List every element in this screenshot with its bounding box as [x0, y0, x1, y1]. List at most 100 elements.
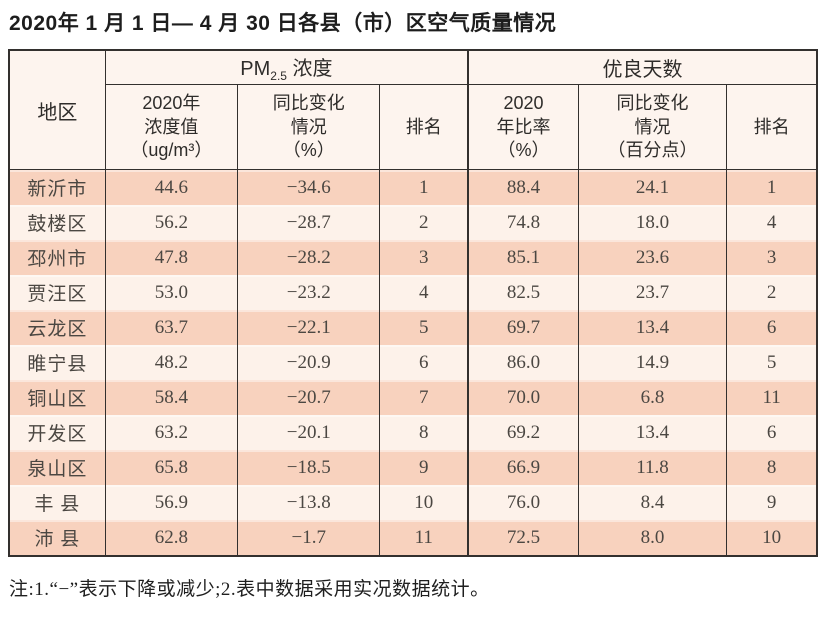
header-line: （%） [497, 139, 550, 160]
table-row: 铜山区 58.4 −20.7 7 70.0 6.8 11 [8, 380, 818, 416]
header-line: 2020 [503, 93, 544, 114]
table-row: 鼓楼区 56.2 −28.7 2 74.8 18.0 4 [8, 205, 818, 241]
cell-pm-value: 58.4 [104, 380, 239, 416]
cell-pm-change: −23.2 [237, 275, 381, 311]
cell-pm-change: −20.9 [237, 345, 381, 381]
cell-days-rate: 69.7 [467, 310, 579, 346]
cell-region: 铜山区 [8, 380, 106, 416]
table-row: 新沂市 44.6 −34.6 1 88.4 24.1 1 [8, 169, 818, 206]
cell-pm-change: −28.2 [237, 240, 381, 276]
cell-pm-value: 56.9 [104, 485, 239, 521]
cell-region: 鼓楼区 [8, 205, 106, 241]
cell-pm-value: 63.7 [104, 310, 239, 346]
column-group-pm25: PM2.5 浓度 [104, 49, 469, 86]
cell-region: 沛 县 [8, 520, 106, 557]
cell-days-rank: 8 [726, 450, 818, 486]
header-line: 同比变化 [272, 93, 345, 114]
cell-pm-value: 62.8 [104, 520, 239, 557]
cell-pm-change: −34.6 [237, 169, 381, 206]
page-title: 2020年 1 月 1 日— 4 月 30 日各县（市）区空气质量情况 [9, 12, 557, 35]
column-header-days-rank: 排名 [726, 84, 818, 171]
cell-days-rank: 2 [726, 275, 818, 311]
column-header-pm-value: 2020年 浓度值 （ug/m³） [104, 84, 239, 171]
cell-pm-change: −18.5 [237, 450, 381, 486]
cell-days-rank: 1 [726, 169, 818, 206]
header-line: （%） [282, 139, 335, 160]
header-sub-row: 2020年 浓度值 （ug/m³） 同比变化 情况 （%） 排名 2020 年比… [9, 84, 818, 171]
column-group-good-days: 优良天数 [467, 49, 818, 86]
cell-days-rate: 69.2 [467, 415, 579, 451]
cell-days-rank: 6 [726, 415, 818, 451]
table-row: 云龙区 63.7 −22.1 5 69.7 13.4 6 [8, 310, 818, 346]
table-row: 丰 县 56.9 −13.8 10 76.0 8.4 9 [8, 485, 818, 521]
header-line: （百分点） [607, 139, 698, 160]
cell-days-rank: 10 [726, 520, 818, 557]
column-header-region: 地区 [8, 49, 106, 171]
cell-days-rate: 76.0 [467, 485, 579, 521]
cell-pm-change: −20.7 [237, 380, 381, 416]
pm25-subscript: 2.5 [270, 69, 287, 84]
table-row: 开发区 63.2 −20.1 8 69.2 13.4 6 [8, 415, 818, 451]
table-header: 地区 PM2.5 浓度 优良天数 2020年 浓度值 （ug/m³） 同比变化 … [8, 49, 818, 171]
cell-pm-rank: 8 [379, 415, 469, 451]
cell-pm-rank: 4 [379, 275, 469, 311]
cell-region: 泉山区 [8, 450, 106, 486]
column-header-days-rate: 2020 年比率 （%） [467, 84, 579, 171]
cell-days-change: 13.4 [577, 415, 728, 451]
header-line: 浓度值 [144, 116, 199, 137]
table-row: 贾汪区 53.0 −23.2 4 82.5 23.7 2 [8, 275, 818, 311]
cell-days-rank: 6 [726, 310, 818, 346]
cell-pm-rank: 2 [379, 205, 469, 241]
cell-pm-value: 47.8 [104, 240, 239, 276]
cell-pm-rank: 7 [379, 380, 469, 416]
cell-region: 丰 县 [8, 485, 106, 521]
cell-days-rank: 4 [726, 205, 818, 241]
cell-days-rate: 66.9 [467, 450, 579, 486]
cell-days-change: 14.9 [577, 345, 728, 381]
cell-days-rank: 9 [726, 485, 818, 521]
cell-pm-value: 48.2 [104, 345, 239, 381]
cell-region: 新沂市 [8, 169, 106, 206]
cell-days-change: 23.6 [577, 240, 728, 276]
cell-region: 开发区 [8, 415, 106, 451]
cell-days-rank: 11 [726, 380, 818, 416]
cell-pm-rank: 6 [379, 345, 469, 381]
cell-pm-rank: 11 [379, 520, 469, 557]
pm25-label-rest: 浓度 [286, 58, 333, 81]
cell-days-rate: 82.5 [467, 275, 579, 311]
column-header-days-change: 同比变化 情况 （百分点） [577, 84, 728, 171]
cell-pm-rank: 1 [379, 169, 469, 206]
table-row: 邳州市 47.8 −28.2 3 85.1 23.6 3 [8, 240, 818, 276]
cell-days-change: 13.4 [577, 310, 728, 346]
cell-days-rate: 86.0 [467, 345, 579, 381]
cell-region: 贾汪区 [8, 275, 106, 311]
cell-pm-value: 65.8 [104, 450, 239, 486]
cell-days-rate: 85.1 [467, 240, 579, 276]
cell-pm-rank: 9 [379, 450, 469, 486]
cell-days-change: 8.0 [577, 520, 728, 557]
footnote: 注:1.“−”表示下降或减少;2.表中数据采用实况数据统计。 [9, 579, 490, 601]
cell-pm-value: 44.6 [104, 169, 239, 206]
cell-days-rank: 3 [726, 240, 818, 276]
cell-region: 云龙区 [8, 310, 106, 346]
header-line: （ug/m³） [130, 139, 213, 160]
cell-pm-value: 56.2 [104, 205, 239, 241]
cell-pm-change: −22.1 [237, 310, 381, 346]
header-line: 年比率 [496, 116, 551, 137]
cell-days-change: 23.7 [577, 275, 728, 311]
table-body: 新沂市 44.6 −34.6 1 88.4 24.1 1 鼓楼区 56.2 −2… [8, 169, 818, 557]
air-quality-table: 地区 PM2.5 浓度 优良天数 2020年 浓度值 （ug/m³） 同比变化 … [8, 49, 818, 558]
header-line: 2020年 [142, 93, 201, 114]
table-row: 泉山区 65.8 −18.5 9 66.9 11.8 8 [8, 450, 818, 486]
cell-pm-value: 63.2 [104, 415, 239, 451]
cell-pm-change: −28.7 [237, 205, 381, 241]
cell-pm-change: −20.1 [237, 415, 381, 451]
cell-pm-change: −13.8 [237, 485, 381, 521]
cell-days-rank: 5 [726, 345, 818, 381]
cell-days-rate: 74.8 [467, 205, 579, 241]
cell-region: 邳州市 [8, 240, 106, 276]
header-line: 情况 [290, 116, 327, 137]
cell-pm-rank: 3 [379, 240, 469, 276]
header-line: 同比变化 [616, 93, 689, 114]
cell-days-change: 24.1 [577, 169, 728, 206]
